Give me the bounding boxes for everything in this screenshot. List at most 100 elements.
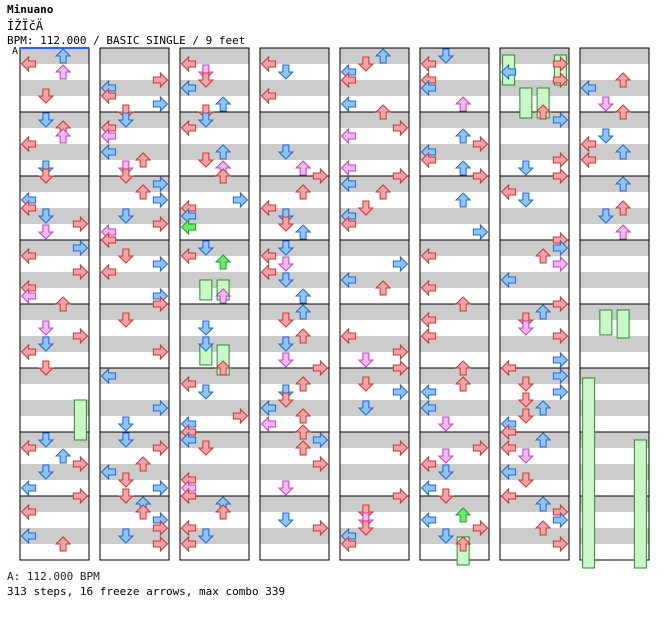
beat-stripe: [180, 336, 249, 352]
beat-stripe: [340, 64, 409, 80]
beat-stripe: [100, 544, 169, 560]
beat-stripe: [420, 224, 489, 240]
beat-stripe: [100, 96, 169, 112]
chart-column-border: [419, 47, 490, 561]
beat-stripe: [20, 416, 89, 432]
step-arrow: [614, 176, 632, 192]
beat-stripe: [580, 80, 649, 96]
step-arrow: [534, 248, 552, 264]
step-arrow: [340, 159, 357, 177]
song-subtitle: ÍŽÏčÄ: [7, 19, 44, 33]
beat-stripe: [100, 256, 169, 272]
step-arrow: [197, 384, 215, 400]
beat-stripe: [420, 448, 489, 464]
step-arrow: [117, 416, 135, 432]
beat-stripe: [580, 496, 649, 512]
beat-stripe: [500, 448, 569, 464]
beat-stripe: [420, 192, 489, 208]
beat-stripe: [260, 224, 329, 240]
step-arrow: [152, 479, 169, 497]
beat-stripe: [180, 112, 249, 128]
beat-stripe: [420, 432, 489, 448]
beat-stripe: [420, 256, 489, 272]
step-arrow: [580, 151, 597, 169]
step-arrow: [277, 312, 295, 328]
step-arrow: [517, 472, 535, 488]
beat-stripe: [500, 496, 569, 512]
beat-stripe: [340, 304, 409, 320]
beat-stripe: [180, 144, 249, 160]
beat-stripe: [100, 288, 169, 304]
step-arrow: [340, 127, 357, 145]
beat-stripe: [20, 256, 89, 272]
beat-stripe: [500, 304, 569, 320]
beat-stripe: [580, 144, 649, 160]
step-arrow: [37, 168, 55, 184]
step-arrow: [552, 71, 569, 89]
beat-stripe: [420, 480, 489, 496]
beat-stripe: [500, 80, 569, 96]
beat-stripe: [580, 112, 649, 128]
beat-stripe: [580, 336, 649, 352]
beat-stripe: [180, 80, 249, 96]
beat-stripe: [580, 528, 649, 544]
step-arrow: [420, 511, 437, 529]
beat-stripe: [180, 208, 249, 224]
beat-stripe: [340, 48, 409, 64]
step-arrow: [534, 104, 552, 120]
beat-stripe: [20, 336, 89, 352]
beat-stripe: [420, 496, 489, 512]
step-arrow: [134, 184, 152, 200]
beat-stripe: [180, 432, 249, 448]
step-arrow: [374, 280, 392, 296]
beat-stripe: [100, 400, 169, 416]
beat-stripe: [180, 272, 249, 288]
step-arrow: [552, 367, 569, 385]
step-arrow: [472, 135, 489, 153]
step-arrow: [437, 488, 455, 504]
step-arrow: [214, 168, 232, 184]
step-arrow: [37, 360, 55, 376]
beat-stripe: [180, 496, 249, 512]
beat-stripe: [20, 64, 89, 80]
step-arrow: [117, 168, 135, 184]
beat-stripe: [420, 368, 489, 384]
step-arrow: [54, 48, 72, 64]
step-arrow: [277, 272, 295, 288]
step-arrow: [392, 359, 409, 377]
step-arrow: [37, 88, 55, 104]
step-arrow: [54, 128, 72, 144]
beat-stripe: [500, 368, 569, 384]
beat-stripe: [340, 528, 409, 544]
beat-stripe: [260, 208, 329, 224]
beat-stripe: [500, 112, 569, 128]
beat-stripe: [580, 432, 649, 448]
step-arrow: [277, 512, 295, 528]
beat-stripe: [20, 80, 89, 96]
beat-stripe: [420, 416, 489, 432]
step-arrow: [152, 295, 169, 313]
step-arrow: [134, 456, 152, 472]
beat-stripe: [260, 496, 329, 512]
step-arrow: [134, 152, 152, 168]
step-arrow: [454, 128, 472, 144]
step-arrow: [117, 208, 135, 224]
step-arrow: [20, 287, 37, 305]
beat-stripe: [20, 304, 89, 320]
beat-stripe: [180, 160, 249, 176]
beat-stripe: [20, 480, 89, 496]
beat-stripe: [420, 240, 489, 256]
step-arrow: [517, 376, 535, 392]
beat-stripe: [580, 368, 649, 384]
step-arrow: [54, 448, 72, 464]
beat-stripe: [260, 80, 329, 96]
beat-stripe: [420, 160, 489, 176]
beat-stripe: [340, 336, 409, 352]
beat-stripe: [340, 368, 409, 384]
beat-stripe: [340, 464, 409, 480]
beat-stripe: [100, 160, 169, 176]
beat-stripe: [580, 288, 649, 304]
step-arrow: [72, 455, 89, 473]
beat-stripe: [420, 464, 489, 480]
step-arrow: [100, 143, 117, 161]
